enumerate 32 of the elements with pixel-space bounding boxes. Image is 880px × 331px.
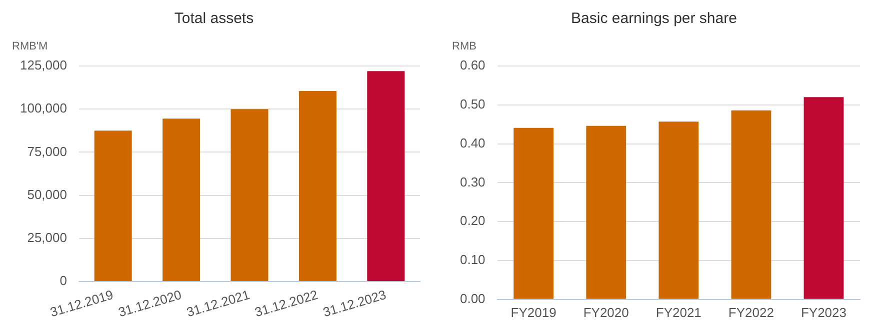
chart-title: Basic earnings per share — [571, 10, 737, 28]
chart-title: Total assets — [174, 10, 254, 28]
y-tick-label: 75,000 — [27, 144, 67, 159]
bar — [94, 130, 132, 281]
y-tick-label: 0.10 — [460, 252, 486, 268]
y-axis-title: RMB — [452, 40, 476, 53]
y-tick-label: 0 — [60, 273, 67, 288]
y-tick-label: 0.60 — [460, 58, 486, 73]
x-tick-label: FY2022 — [728, 304, 774, 320]
y-tick-label: 25,000 — [27, 230, 67, 245]
y-tick-label: 100,000 — [20, 100, 67, 116]
y-tick-label: 0.40 — [460, 135, 486, 150]
y-tick-label: 125,000 — [20, 58, 67, 73]
bar — [731, 110, 772, 299]
bar — [298, 91, 336, 281]
bar — [162, 118, 200, 281]
y-tick-label: 0.30 — [460, 174, 486, 190]
y-tick-label: 0.20 — [460, 213, 486, 228]
x-tick-label: FY2023 — [800, 304, 847, 320]
y-axis-title: RMB'M — [12, 40, 48, 53]
y-tick-label: 0.00 — [460, 290, 486, 306]
bar — [514, 128, 554, 299]
bar — [804, 97, 844, 299]
bar — [658, 122, 699, 299]
x-tick-label: FY2021 — [656, 304, 702, 320]
y-tick-label: 0.50 — [460, 96, 486, 112]
bar — [367, 71, 405, 281]
y-tick-label: 50,000 — [27, 186, 67, 202]
x-tick-label: FY2020 — [583, 304, 629, 320]
bar — [586, 126, 626, 299]
bar — [230, 109, 268, 281]
x-tick-label: FY2019 — [510, 304, 556, 320]
